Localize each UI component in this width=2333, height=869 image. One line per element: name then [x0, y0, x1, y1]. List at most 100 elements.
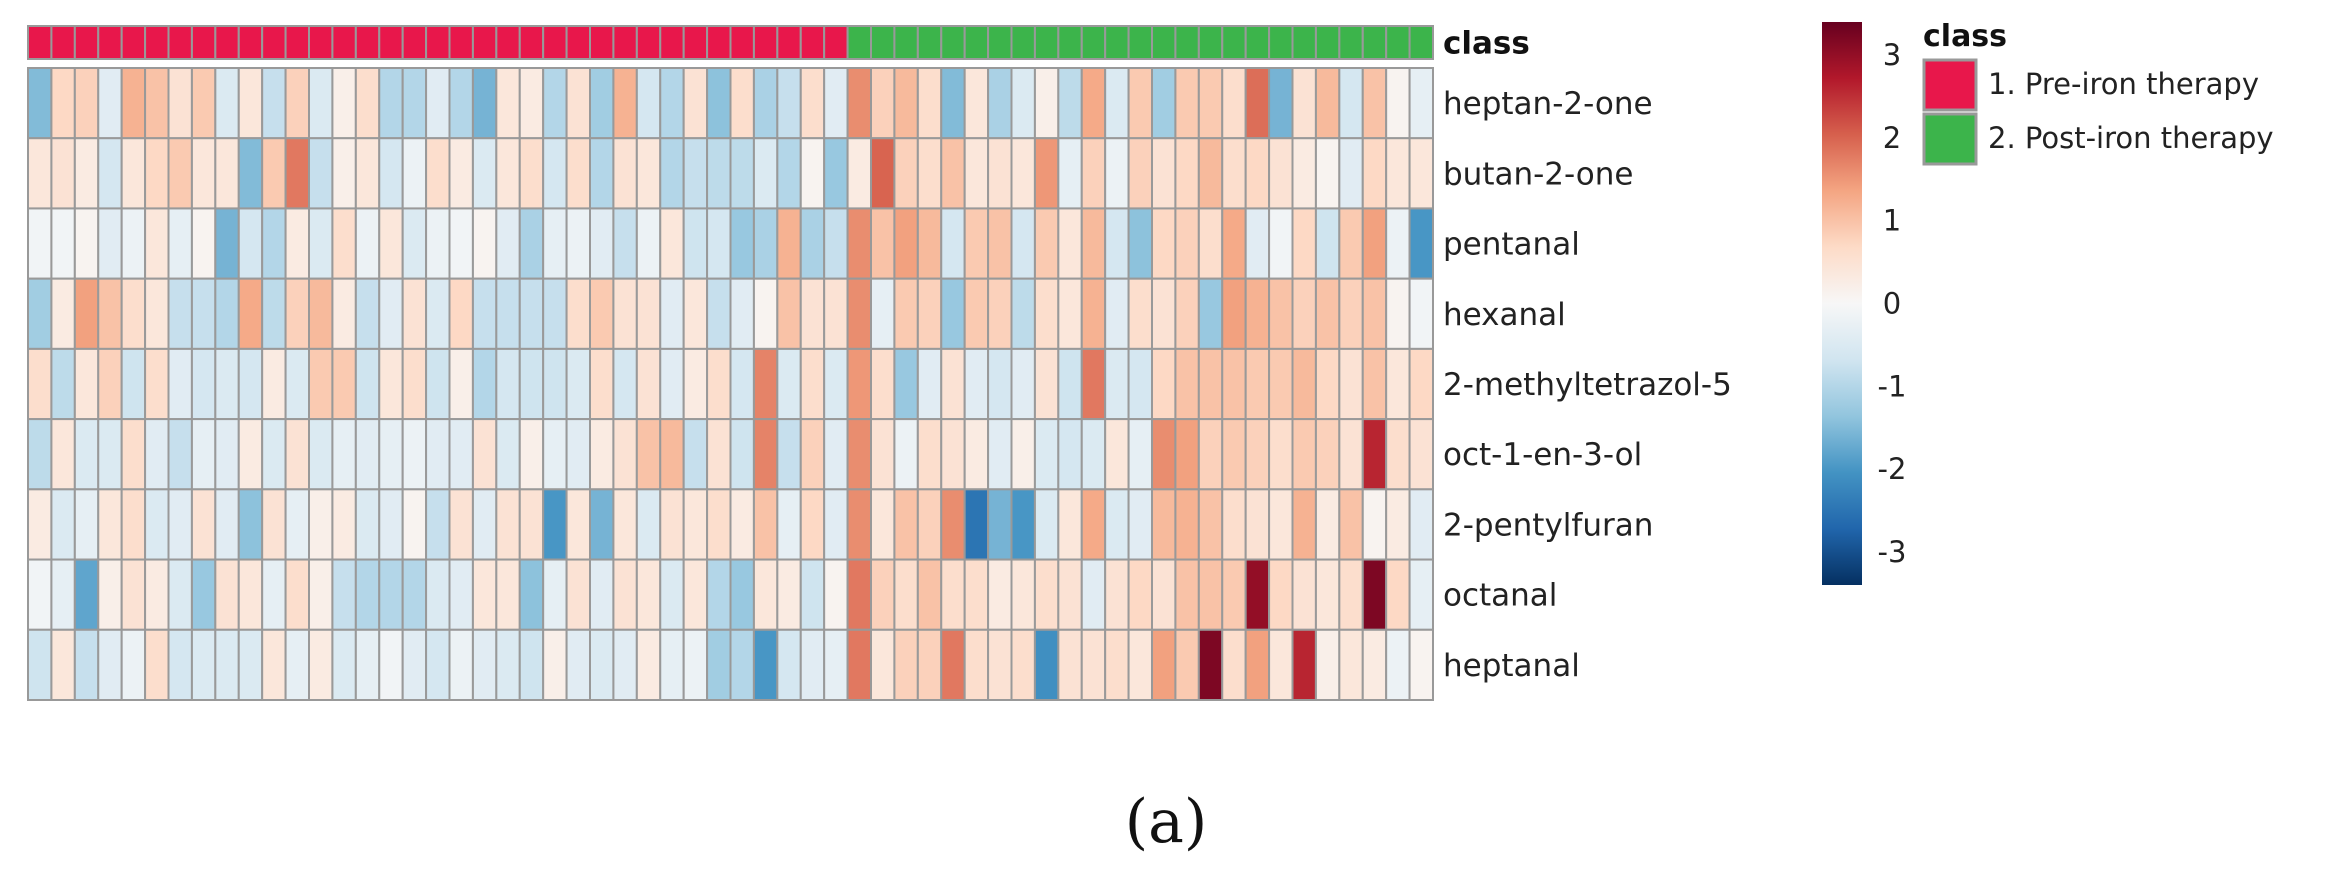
heatmap-cell: [659, 347, 685, 421]
heatmap-cell: [1127, 488, 1154, 561]
heatmap-cell: [214, 488, 240, 561]
heatmap-cell: [237, 488, 264, 561]
heatmap-cell: [214, 628, 240, 701]
heatmap-cell: [1057, 67, 1083, 140]
heatmap-cell: [706, 418, 732, 491]
heatmap-cell: [589, 277, 615, 350]
class-cell: [682, 25, 709, 60]
heatmap-cell: [542, 207, 568, 280]
heatmap-cell: [987, 137, 1013, 210]
heatmap-cell: [495, 488, 521, 561]
heatmap-cell: [963, 347, 990, 421]
heatmap-cell: [284, 137, 311, 210]
heatmap-cell: [1408, 558, 1435, 631]
heatmap-cell: [354, 558, 381, 631]
heatmap-cell: [635, 418, 662, 491]
heatmap-cell: [1338, 347, 1364, 421]
heatmap-cell: [1174, 67, 1200, 140]
heatmap-cell: [214, 207, 240, 280]
heatmap-cell: [261, 207, 287, 280]
heatmap-cell: [50, 207, 76, 280]
heatmap-cell: [1127, 207, 1154, 280]
colorbar: [1822, 22, 1862, 585]
heatmap-cell: [1338, 558, 1364, 631]
heatmap-cell: [1197, 558, 1224, 631]
heatmap-cell: [27, 207, 53, 280]
class-cell: [565, 25, 591, 60]
heatmap-cell: [706, 207, 732, 280]
class-cell: [120, 25, 147, 60]
heatmap-cell: [589, 347, 615, 421]
heatmap-cell: [1174, 347, 1200, 421]
heatmap-cell: [1361, 137, 1388, 210]
heatmap-cell: [518, 488, 545, 561]
heatmap-cell: [729, 628, 755, 701]
class-cell: [331, 25, 357, 60]
heatmap-cell: [308, 277, 334, 350]
heatmap-cell: [1104, 558, 1130, 631]
heatmap-cell: [1291, 67, 1317, 140]
heatmap-cell: [378, 418, 404, 491]
heatmap-cell: [706, 137, 732, 210]
heatmap-cell: [752, 67, 779, 140]
class-cell: [1174, 25, 1200, 60]
heatmap-cell: [214, 418, 240, 491]
heatmap-cell: [565, 277, 591, 350]
class-cell: [1080, 25, 1107, 60]
heatmap-cell: [97, 277, 123, 350]
heatmap-cell: [893, 347, 919, 421]
heatmap-cell: [284, 418, 311, 491]
heatmap-cell: [1151, 558, 1177, 631]
heatmap-cell: [916, 277, 943, 350]
heatmap-cell: [284, 347, 311, 421]
heatmap-cell: [1385, 558, 1411, 631]
heatmap-cell: [729, 347, 755, 421]
heatmap-cell: [1291, 207, 1317, 280]
heatmap-cell: [1221, 67, 1247, 140]
colorbar-tick-label: 0: [1883, 287, 1901, 321]
heatmap-cell: [846, 347, 872, 421]
heatmap-cell: [167, 67, 193, 140]
heatmap-cell: [963, 67, 990, 140]
heatmap-cell: [495, 277, 521, 350]
heatmap-cell: [378, 67, 404, 140]
class-cell: [589, 25, 615, 60]
heatmap-cell: [1221, 347, 1247, 421]
heatmap-cell: [1385, 207, 1411, 280]
heatmap-cell: [1010, 558, 1036, 631]
heatmap-cell: [1151, 418, 1177, 491]
heatmap-cell: [261, 628, 287, 701]
class-cell: [612, 25, 638, 60]
heatmap-cell: [1080, 347, 1107, 421]
heatmap-cell: [144, 207, 170, 280]
heatmap-cell: [542, 277, 568, 350]
heatmap-cell: [167, 207, 193, 280]
heatmap-cell: [401, 418, 428, 491]
class-annotation-track: [27, 25, 1435, 60]
heatmap-cell: [1057, 207, 1083, 280]
heatmap-cell: [237, 137, 264, 210]
heatmap-cell: [1127, 67, 1154, 140]
heatmap-cell: [752, 347, 779, 421]
heatmap-cell: [518, 277, 545, 350]
colorbar-tick-label: -2: [1878, 452, 1907, 486]
heatmap-cell: [682, 347, 709, 421]
heatmap-cell: [1291, 418, 1317, 491]
heatmap-cell: [635, 277, 662, 350]
heatmap-cell: [916, 207, 943, 280]
heatmap-cell: [50, 277, 76, 350]
heatmap-cell: [1010, 137, 1036, 210]
heatmap-cell: [659, 628, 685, 701]
heatmap-cell: [27, 137, 53, 210]
heatmap-cell: [425, 558, 451, 631]
heatmap-cell: [120, 277, 147, 350]
heatmap-cell: [1080, 277, 1107, 350]
heatmap-cell: [846, 207, 872, 280]
heatmap-cell: [1314, 418, 1341, 491]
heatmap-cell: [799, 67, 826, 140]
heatmap-cell: [495, 207, 521, 280]
heatmap-cell: [1104, 628, 1130, 701]
heatmap-cell: [97, 347, 123, 421]
heatmap-cell: [752, 558, 779, 631]
heatmap-cell: [308, 137, 334, 210]
